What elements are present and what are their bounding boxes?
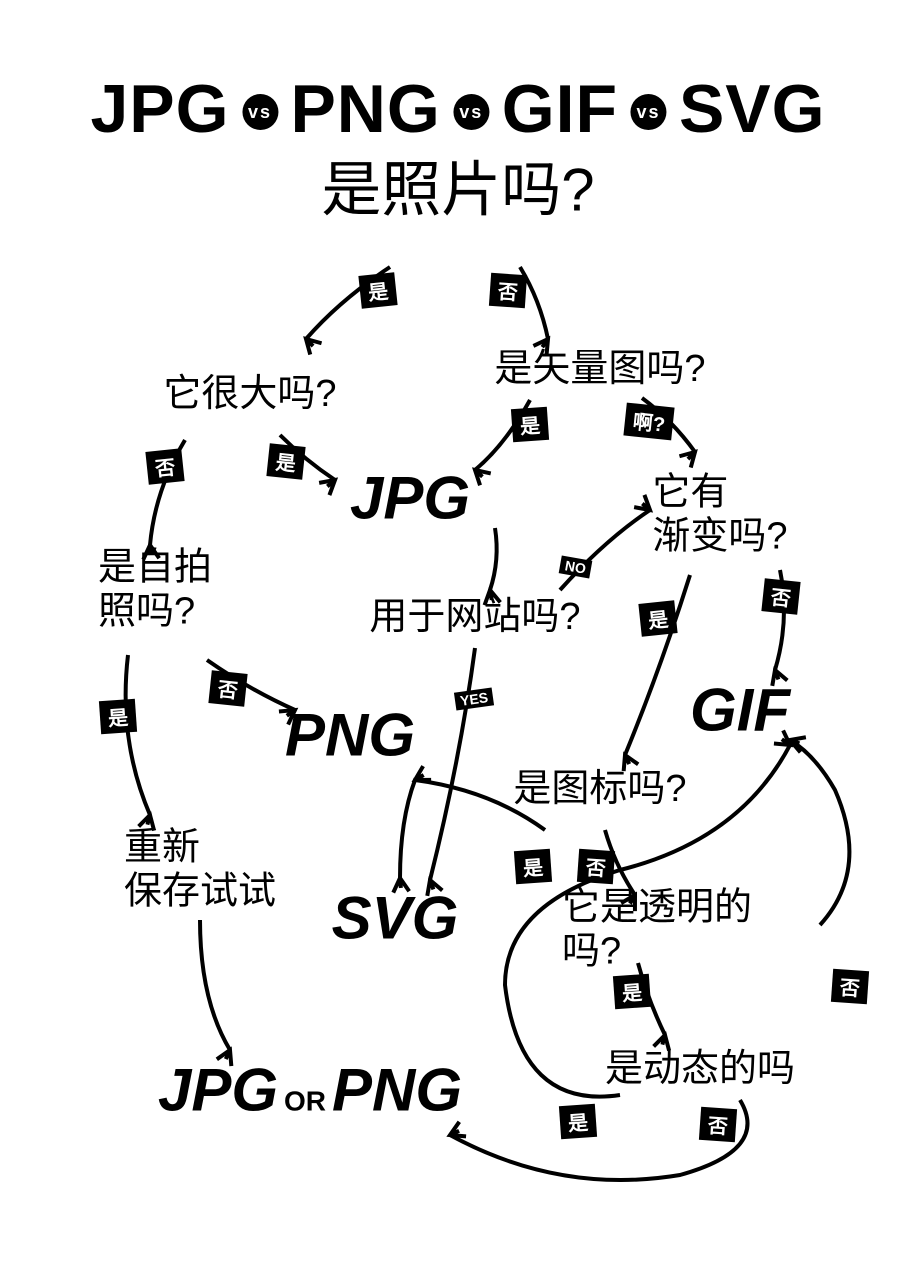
- result-node: JPGORPNG: [158, 1056, 462, 1125]
- edge-label: 否: [208, 670, 247, 707]
- edge-label: 是: [514, 849, 552, 884]
- edge-label: YES: [454, 687, 494, 710]
- question-node: 它是透明的吗?: [562, 886, 798, 973]
- title-format: GIF: [502, 71, 618, 147]
- question-node: 是自拍照吗?: [98, 546, 212, 633]
- edge-label: 否: [577, 849, 615, 884]
- vs-badge: vs: [242, 94, 278, 130]
- edge-label: 是: [559, 1104, 597, 1139]
- vs-badge: vs: [630, 94, 666, 130]
- question-node: 是照片吗?: [321, 156, 594, 225]
- edge-label: 是: [266, 443, 305, 480]
- result-node: PNG: [285, 701, 415, 770]
- result-node: JPG: [350, 464, 470, 533]
- edge-label: 是: [358, 272, 397, 309]
- title-format: JPG: [90, 71, 229, 147]
- edge-label: 是: [511, 407, 549, 442]
- question-node: 是动态的吗: [605, 1048, 795, 1092]
- result-node: GIF: [690, 676, 790, 745]
- edge-label: 是: [638, 600, 677, 637]
- question-node: 是矢量图吗?: [494, 348, 705, 392]
- question-node: 用于网站吗?: [369, 596, 580, 640]
- title-format: SVG: [679, 71, 826, 147]
- page-title: JPG vs PNG vs GIF vs SVG: [90, 70, 825, 148]
- edge-label: 否: [831, 969, 869, 1004]
- edge-label: NO: [559, 555, 593, 578]
- result-node: SVG: [332, 884, 459, 953]
- question-node: 它很大吗?: [163, 373, 336, 417]
- vs-badge: vs: [453, 94, 489, 130]
- edge-label: 否: [489, 273, 527, 308]
- edge-label: 是: [99, 699, 137, 734]
- question-node: 它有渐变吗?: [652, 471, 787, 558]
- edge-label: 否: [145, 448, 184, 485]
- question-node: 是图标吗?: [513, 768, 686, 812]
- edge-label: 啊?: [623, 403, 674, 441]
- edge-label: 是: [613, 974, 651, 1009]
- question-node: 重新保存试试: [124, 826, 276, 913]
- edge-label: 否: [699, 1107, 737, 1142]
- edge-label: 否: [761, 578, 800, 615]
- title-format: PNG: [290, 71, 440, 147]
